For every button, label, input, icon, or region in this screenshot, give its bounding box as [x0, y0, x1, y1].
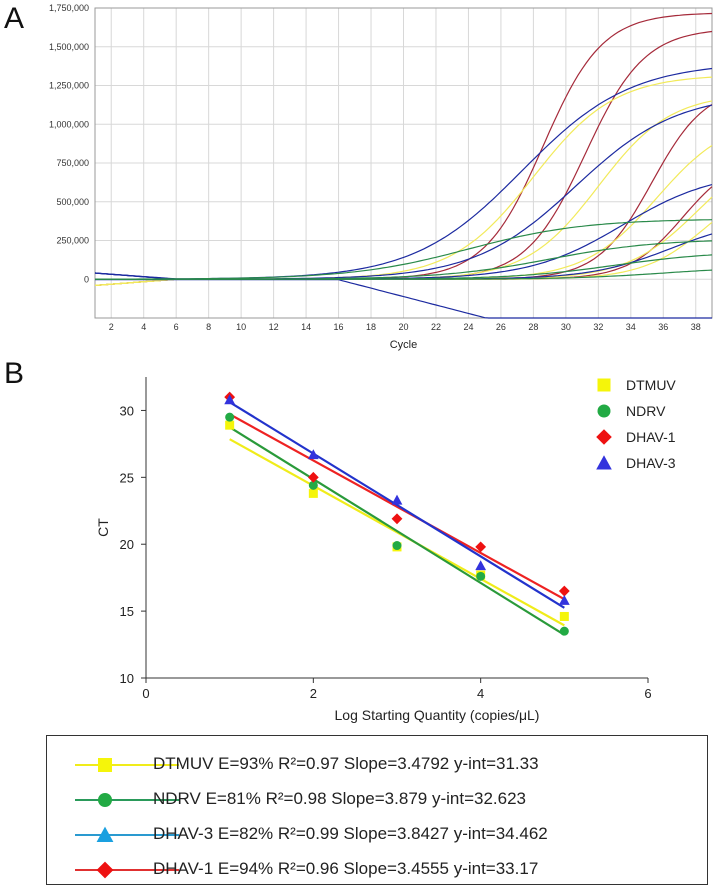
y-tick-label: 1,500,000: [49, 42, 89, 52]
data-point-dtmuv: [308, 488, 318, 498]
fit-legend-text: DHAV-1 E=94% R²=0.96 Slope=3.4555 y-int=…: [153, 859, 539, 878]
data-point-dhav-3: [307, 449, 319, 460]
x-tick-label: 32: [593, 322, 603, 332]
fit-legend-line: [75, 869, 179, 871]
fit-legend-row: NDRV E=81% R²=0.98 Slope=3.879 y-int=32.…: [47, 785, 707, 815]
y-tick-label: 10: [120, 671, 134, 686]
x-tick-label: 38: [691, 322, 701, 332]
y-tick-label: 25: [120, 470, 134, 485]
panel-a-label: A: [4, 2, 25, 35]
y-tick-label: 1,000,000: [49, 119, 89, 129]
data-point-dtmuv: [225, 420, 235, 430]
fit-legend-row: DHAV-1 E=94% R²=0.96 Slope=3.4555 y-int=…: [47, 855, 707, 885]
y-tick-label: 30: [120, 403, 134, 418]
fit-line-ndrv: [229, 426, 565, 636]
x-tick-label: 30: [561, 322, 571, 332]
data-point-ndrv: [308, 480, 318, 490]
y-tick-label: 250,000: [56, 236, 89, 246]
data-point-dhav-3: [391, 494, 403, 505]
fit-legend-line: [75, 834, 179, 836]
legend-marker-dhav-1: [596, 429, 612, 445]
fit-legend-marker: [96, 861, 114, 879]
fit-legend-line: [75, 799, 179, 801]
standard-curve-chart: 0 2 4 6 30 25 20 15 10 Log Starting Quantity (cop…: [95, 377, 676, 723]
x-tick-label: 28: [528, 322, 538, 332]
fit-legend-text: NDRV E=81% R²=0.98 Slope=3.879 y-int=32.…: [153, 789, 526, 808]
y-axis-label: CT: [95, 518, 111, 537]
fit-legend-marker-square: [98, 758, 112, 772]
data-point-ndrv: [476, 571, 486, 581]
data-point-dhav-1: [475, 541, 487, 553]
y-tick-label: 500,000: [56, 197, 89, 207]
legend-marker-ndrv: [597, 404, 611, 418]
x-tick-label: 4: [477, 686, 484, 701]
data-point-dhav-3: [475, 560, 487, 571]
x-tick-label: 6: [174, 322, 179, 332]
x-tick-label: 36: [658, 322, 668, 332]
amplification-curve-green-4: [95, 269, 713, 280]
plot-frame: [94, 7, 713, 319]
y-tick-label: 0: [84, 274, 89, 284]
data-point-dhav-1: [307, 471, 319, 483]
y-tick-label: 1,250,000: [49, 81, 89, 91]
legend-label-ndrv: NDRV: [626, 403, 666, 419]
amplification-chart: 2 4 6 8 10 12 14 16 18 20 22 24 26 28 30 32 34 36 381,750,…: [49, 3, 713, 351]
x-tick-label: 0: [142, 686, 149, 701]
legend-marker-dhav-3: [596, 455, 612, 470]
data-point-ndrv: [392, 541, 402, 551]
data-point-dtmuv: [559, 611, 569, 621]
data-point-dhav-1: [391, 513, 403, 525]
fit-legend-line: [75, 764, 179, 766]
x-tick-label: 10: [236, 322, 246, 332]
fit-legend-box: DTMUV E=93% R²=0.97 Slope=3.4792 y-int=3…: [46, 735, 708, 885]
fit-legend-marker: [98, 793, 112, 807]
legend-label-dhav-3: DHAV-3: [626, 455, 676, 471]
data-point-ndrv: [559, 626, 569, 636]
fit-legend-row: DHAV-3 E=82% R²=0.99 Slope=3.8427 y-int=…: [47, 820, 707, 850]
fit-legend-text: DHAV-3 E=82% R²=0.99 Slope=3.8427 y-int=…: [153, 824, 548, 843]
x-tick-label: 2: [109, 322, 114, 332]
fit-legend-text: DTMUV E=93% R²=0.97 Slope=3.4792 y-int=3…: [153, 754, 539, 773]
fit-legend-marker-diamond: [96, 861, 114, 879]
y-tick-label: 1,750,000: [49, 3, 89, 13]
panel-b-label: B: [4, 357, 25, 390]
data-point-dhav-3: [558, 595, 570, 605]
x-tick-label: 8: [206, 322, 211, 332]
x-axis-label: Log Starting Quantity (copies/μL): [335, 707, 540, 723]
x-tick-label: 26: [496, 322, 506, 332]
x-tick-label: 18: [366, 322, 376, 332]
x-tick-label: 2: [310, 686, 317, 701]
fit-legend-marker: [96, 826, 114, 842]
x-tick-label: 12: [269, 322, 279, 332]
x-tick-label: 16: [334, 322, 344, 332]
fit-legend-marker: [98, 758, 112, 772]
data-point-dhav-3: [224, 394, 236, 405]
x-tick-label: 24: [463, 322, 473, 332]
legend-label-dtmuv: DTMUV: [626, 377, 676, 393]
fit-line-dhav-1: [229, 413, 565, 601]
legend-label-dhav-1: DHAV-1: [626, 429, 676, 445]
x-tick-label: 14: [301, 322, 311, 332]
data-point-ndrv: [225, 412, 235, 422]
fit-line-dhav-3: [229, 401, 565, 609]
x-tick-label: 4: [141, 322, 146, 332]
fit-legend-marker-circle: [98, 793, 112, 807]
fit-legend-row: DTMUV E=93% R²=0.97 Slope=3.4792 y-int=3…: [47, 750, 707, 780]
y-tick-label: 20: [120, 537, 134, 552]
fit-legend-marker-triangle: [96, 826, 114, 842]
x-tick-label: 6: [644, 686, 651, 701]
y-tick-label: 15: [120, 604, 134, 619]
x-axis-label: Cycle: [390, 339, 418, 351]
x-tick-label: 20: [398, 322, 408, 332]
data-point-dhav-1: [558, 585, 570, 597]
legend-marker-dtmuv: [597, 378, 611, 392]
x-tick-label: 34: [626, 322, 636, 332]
x-tick-label: 22: [431, 322, 441, 332]
y-tick-label: 750,000: [56, 158, 89, 168]
